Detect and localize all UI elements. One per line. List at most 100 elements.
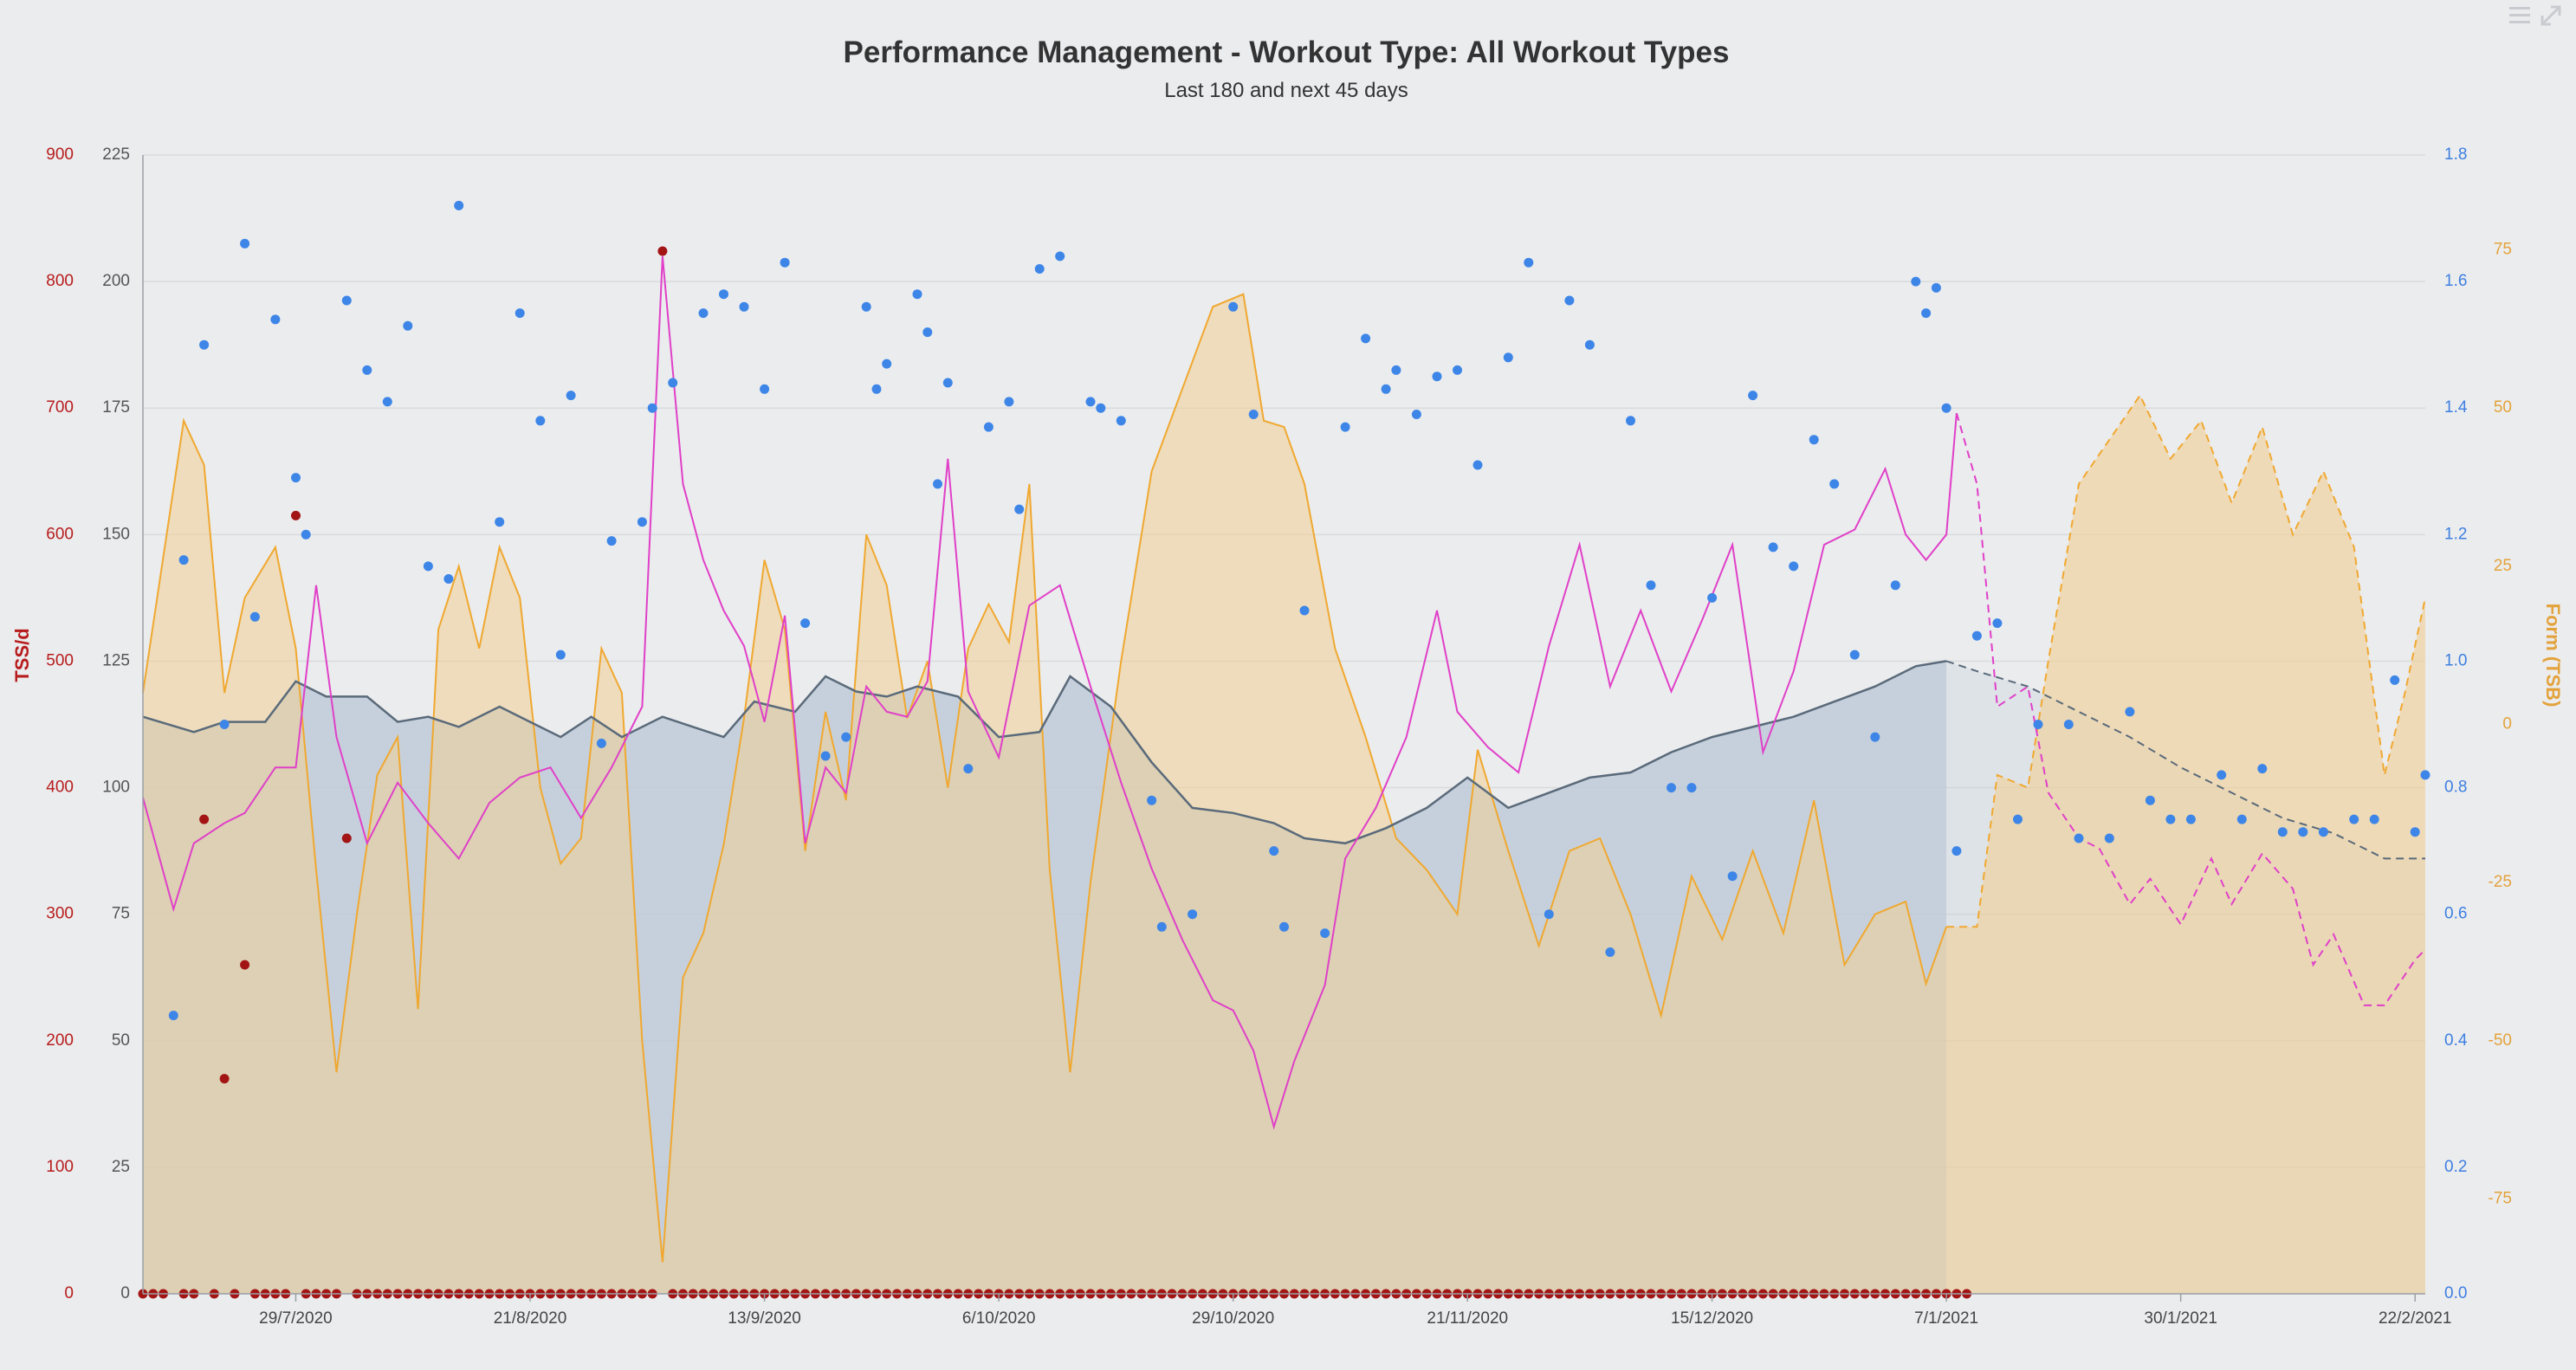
intensity-factor-point: [178, 555, 189, 565]
x-axis-tick-label: 30/1/2021: [2144, 1309, 2217, 1328]
ctl-axis-tick-label: 100: [102, 779, 130, 797]
intensity-factor-point: [647, 403, 657, 413]
intensity-factor-point: [1584, 339, 1595, 350]
intensity-factor-point: [780, 257, 790, 268]
intensity-factor-point: [1188, 909, 1198, 920]
intensity-factor-point: [219, 720, 230, 729]
intensity-factor-point: [596, 738, 606, 748]
intensity-factor-point: [341, 295, 352, 306]
x-axis-tick-label: 29/7/2020: [259, 1309, 333, 1328]
intensity-factor-point: [2390, 675, 2400, 685]
tss-point: [341, 833, 352, 843]
x-axis-tick-label: 21/8/2020: [494, 1309, 567, 1328]
intensity-factor-point: [2217, 770, 2227, 780]
chart-subtitle: Last 180 and next 45 days: [1164, 79, 1408, 102]
intensity-factor-point: [382, 397, 392, 407]
intensity-factor-point: [1381, 384, 1391, 394]
intensity-factor-point: [1453, 365, 1462, 375]
intensity-factor-point: [882, 359, 892, 369]
tsb-axis-tick-label: 25: [2494, 557, 2512, 575]
chart-menu-button[interactable]: [2509, 7, 2530, 23]
tsb-line: [142, 293, 1948, 1263]
fullscreen-button[interactable]: [2540, 5, 2561, 26]
intensity-factor-point: [168, 1011, 178, 1021]
intensity-factor-point: [1361, 333, 1371, 344]
intensity-factor-point: [454, 200, 464, 210]
intensity-factor-point: [1870, 732, 1880, 742]
intensity-factor-point: [443, 574, 454, 584]
tss-point: [199, 814, 210, 824]
intensity-factor-axis-tick-label: 1.0: [2444, 651, 2467, 669]
intensity-factor-point: [566, 391, 576, 401]
intensity-factor-point: [555, 649, 566, 660]
intensity-factor-point: [871, 384, 882, 394]
intensity-factor-point: [1096, 403, 1106, 413]
tss-axis-title: TSS/d: [11, 628, 33, 682]
intensity-factor-point: [1055, 251, 1065, 262]
intensity-factor-point: [2033, 720, 2043, 729]
intensity-factor-point: [1544, 909, 1554, 920]
tss-axis-tick-label: 200: [46, 1031, 74, 1050]
tsb-axis-tick-label: 0: [2502, 715, 2512, 733]
intensity-factor-point: [515, 308, 525, 319]
tss-axis-tick-label: 800: [46, 272, 74, 290]
intensity-factor-point: [1279, 921, 1289, 932]
tsb-axis-tick-label: -75: [2489, 1189, 2512, 1207]
x-axis-tick-label: 15/12/2020: [1671, 1309, 1753, 1328]
intensity-factor-point: [637, 517, 647, 527]
tss-axis-tick-label: 500: [46, 651, 74, 669]
intensity-factor-point: [760, 384, 770, 394]
intensity-factor-point: [1829, 479, 1840, 489]
intensity-factor-point: [1911, 276, 1921, 287]
intensity-factor-point: [1931, 282, 1941, 293]
intensity-factor-point: [1789, 561, 1799, 572]
intensity-factor-point: [1432, 372, 1442, 382]
intensity-factor-point: [2165, 814, 2176, 824]
expand-arrows-icon: [2540, 5, 2561, 26]
tss-axis-tick-label: 300: [46, 905, 74, 923]
atl-line-projected: [1955, 412, 2426, 1006]
intensity-factor-point: [2257, 764, 2268, 774]
intensity-factor-axis-tick-label: 0.6: [2444, 905, 2467, 923]
area-series: [143, 294, 2425, 1295]
intensity-factor-point: [861, 301, 871, 312]
intensity-factor-point: [841, 732, 851, 742]
line-series: [142, 255, 2426, 1263]
intensity-factor-point: [2410, 827, 2420, 837]
tss-point: [219, 1074, 230, 1084]
x-axis-tick-label: 22/2/2021: [2379, 1309, 2452, 1328]
intensity-factor-axis-tick-label: 0.4: [2444, 1031, 2468, 1050]
intensity-factor-point: [2369, 814, 2379, 824]
intensity-factor-point: [912, 289, 922, 300]
intensity-factor-point: [2236, 814, 2247, 824]
intensity-factor-point: [1156, 921, 1167, 932]
tsb-axis-title: Form (TSB): [2542, 604, 2564, 708]
intensity-factor-point: [606, 536, 617, 546]
tsb-area: [143, 294, 1947, 1295]
intensity-factor-point: [1686, 783, 1697, 793]
intensity-factor-point: [1667, 783, 1676, 793]
intensity-factor-point: [1248, 410, 1259, 419]
intensity-factor-point: [2349, 814, 2359, 824]
x-axis-tick-label: 6/10/2020: [962, 1309, 1036, 1328]
tss-axis-tick-label: 600: [46, 525, 74, 543]
tss-axis-tick-label: 100: [46, 1158, 74, 1176]
tsb-area-projected: [1946, 395, 2425, 1295]
intensity-factor-point: [1228, 301, 1239, 312]
intensity-factor-point: [1147, 795, 1157, 805]
intensity-factor-point: [2298, 827, 2308, 837]
intensity-factor-axis-tick-label: 1.4: [2444, 398, 2468, 417]
intensity-factor-point: [1941, 403, 1951, 413]
intensity-factor-point: [1849, 649, 1860, 660]
intensity-factor-point: [1320, 928, 1330, 939]
atl-line: [142, 255, 1958, 1130]
tsb-axis-tick-label: 50: [2494, 398, 2512, 417]
intensity-factor-point: [1524, 257, 1534, 268]
intensity-factor-point: [2104, 833, 2114, 843]
intensity-factor-point: [1646, 580, 1656, 591]
intensity-factor-point: [2318, 827, 2328, 837]
intensity-factor-axis-tick-label: 0.8: [2444, 779, 2467, 797]
intensity-factor-point: [495, 517, 505, 527]
intensity-factor-point: [1626, 416, 1635, 426]
intensity-factor-point: [1116, 416, 1126, 426]
